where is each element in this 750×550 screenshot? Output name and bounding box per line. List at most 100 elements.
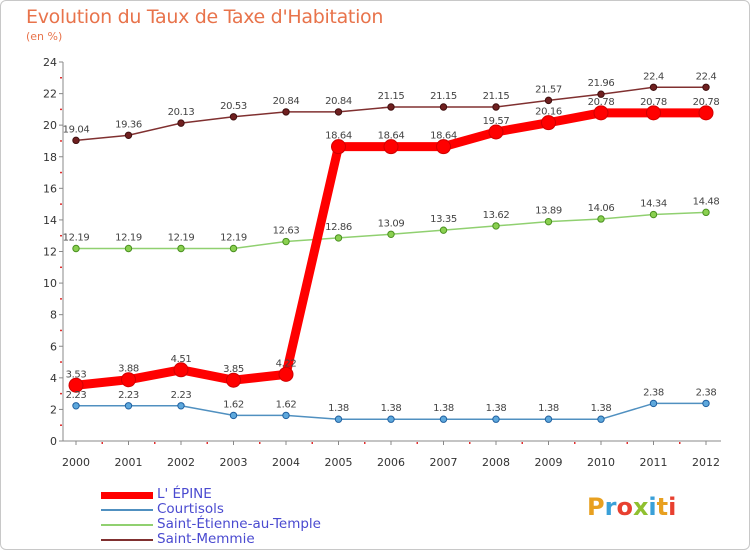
data-point bbox=[597, 415, 605, 423]
data-label: 19.04 bbox=[63, 124, 90, 135]
y-tick-label: 16 bbox=[43, 182, 57, 195]
data-point bbox=[229, 411, 238, 420]
data-point bbox=[492, 103, 500, 111]
data-label: 2.38 bbox=[643, 387, 664, 398]
data-label: 1.62 bbox=[276, 399, 297, 410]
data-point bbox=[702, 399, 710, 408]
legend-item: L' ÉPINE bbox=[101, 486, 361, 502]
x-tick-label: 2004 bbox=[272, 456, 300, 469]
data-point bbox=[387, 103, 395, 111]
data-label: 14.06 bbox=[588, 203, 615, 214]
series-lines bbox=[68, 83, 714, 423]
data-label: 20.84 bbox=[273, 96, 300, 107]
y-tick-label: 12 bbox=[43, 246, 57, 259]
data-point bbox=[124, 131, 133, 139]
data-label: 18.64 bbox=[325, 131, 352, 142]
data-point bbox=[68, 377, 84, 393]
legend-swatch bbox=[101, 524, 153, 526]
logo-letter: r bbox=[604, 493, 617, 521]
data-label: 21.15 bbox=[483, 91, 510, 102]
data-label: 14.48 bbox=[693, 196, 720, 207]
legend-label: L' ÉPINE bbox=[157, 486, 212, 502]
data-label: 2.23 bbox=[171, 390, 192, 401]
logo-letter: x bbox=[632, 493, 649, 521]
data-point bbox=[226, 372, 241, 388]
data-point bbox=[124, 402, 133, 410]
y-tick-label: 6 bbox=[50, 340, 57, 353]
data-point bbox=[698, 105, 714, 121]
logo-letter: i bbox=[668, 493, 677, 521]
data-label: 21.96 bbox=[588, 78, 615, 89]
data-point bbox=[544, 415, 553, 423]
data-point bbox=[646, 105, 661, 121]
y-tick-label: 2 bbox=[50, 403, 57, 416]
data-label: 1.38 bbox=[381, 403, 402, 414]
data-point bbox=[72, 136, 80, 145]
data-point bbox=[593, 105, 609, 121]
data-label: 22.4 bbox=[643, 71, 664, 82]
legend-label: Courtisols bbox=[157, 501, 224, 517]
data-point bbox=[124, 244, 133, 253]
data-label: 18.64 bbox=[430, 131, 457, 142]
data-point bbox=[702, 208, 710, 217]
x-tick-label: 2001 bbox=[115, 456, 143, 469]
data-point bbox=[439, 103, 448, 111]
chart-subtitle: (en %) bbox=[26, 30, 63, 43]
legend-item: Courtisols bbox=[101, 501, 361, 517]
y-tick-label: 10 bbox=[43, 277, 57, 290]
data-point bbox=[229, 113, 238, 121]
data-label: 13.89 bbox=[535, 206, 562, 217]
data-point bbox=[492, 222, 500, 230]
data-label: 2.38 bbox=[696, 387, 717, 398]
x-tick-label: 2000 bbox=[62, 456, 90, 469]
data-label: 1.38 bbox=[486, 403, 507, 414]
logo-letter: P bbox=[587, 493, 605, 521]
x-tick-label: 2011 bbox=[640, 456, 668, 469]
y-tick-label: 8 bbox=[50, 309, 57, 322]
data-label: 3.88 bbox=[118, 364, 139, 375]
data-label: 4.22 bbox=[276, 358, 297, 369]
x-tick-label: 2009 bbox=[535, 456, 563, 469]
data-point bbox=[544, 217, 553, 226]
data-label: 20.78 bbox=[693, 97, 720, 108]
data-point bbox=[72, 402, 80, 410]
y-tick-label: 24 bbox=[43, 56, 57, 69]
data-point bbox=[649, 210, 658, 219]
x-tick-label: 2012 bbox=[692, 456, 720, 469]
data-label: 22.4 bbox=[696, 71, 717, 82]
data-label: 18.64 bbox=[378, 131, 405, 142]
y-tick-label: 0 bbox=[50, 435, 57, 448]
x-tick-label: 2010 bbox=[587, 456, 615, 469]
x-tick-label: 2003 bbox=[220, 456, 248, 469]
legend-swatch bbox=[101, 509, 153, 511]
data-point bbox=[649, 399, 658, 408]
data-point bbox=[334, 415, 343, 423]
legend-item: Saint-Étienne-au-Temple bbox=[101, 516, 361, 532]
data-point bbox=[334, 234, 343, 242]
x-tick-label: 2007 bbox=[430, 456, 458, 469]
data-label: 20.16 bbox=[535, 107, 562, 118]
data-label: 19.57 bbox=[483, 116, 510, 127]
x-tick-label: 2005 bbox=[325, 456, 353, 469]
data-label: 2.23 bbox=[66, 390, 87, 401]
data-labels: 3.53 3.88 4.51 3.85 4.22 18.64 18.64 18.64 19.57… bbox=[63, 71, 720, 414]
data-label: 20.78 bbox=[588, 97, 615, 108]
data-label: 1.38 bbox=[328, 403, 349, 414]
data-point bbox=[331, 139, 346, 155]
data-point bbox=[488, 124, 504, 140]
legend-swatch bbox=[101, 539, 153, 541]
data-point bbox=[334, 108, 343, 116]
data-label: 21.57 bbox=[535, 84, 562, 95]
data-label: 20.84 bbox=[325, 96, 352, 107]
data-point bbox=[177, 402, 185, 410]
data-point bbox=[597, 215, 605, 223]
data-point bbox=[383, 139, 399, 155]
data-point bbox=[387, 415, 395, 423]
data-label: 14.34 bbox=[640, 199, 667, 210]
data-label: 13.62 bbox=[483, 210, 510, 221]
data-label: 20.78 bbox=[640, 97, 667, 108]
data-label: 12.86 bbox=[325, 222, 352, 233]
